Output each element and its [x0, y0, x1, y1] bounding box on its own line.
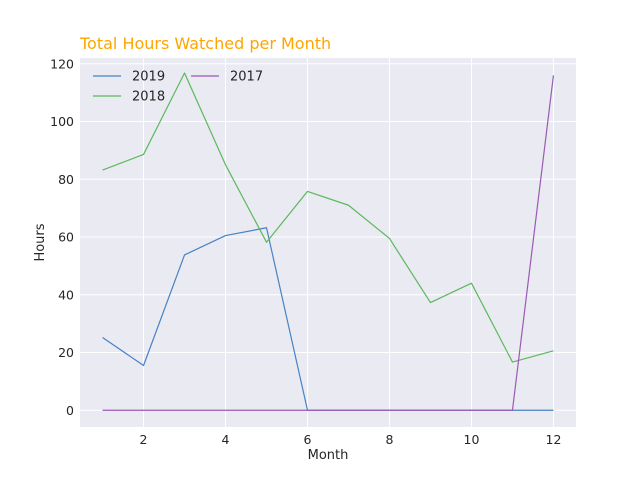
plot-background [80, 58, 576, 427]
legend-label-2018: 2018 [132, 90, 165, 105]
y-tick-label: 20 [58, 345, 74, 360]
x-tick-label: 8 [386, 432, 394, 447]
y-tick-label: 100 [50, 114, 74, 129]
y-axis-label: Hours [33, 223, 48, 261]
x-axis-label: Month [308, 448, 349, 463]
chart-title: Total Hours Watched per Month [79, 34, 331, 53]
grid-lines [80, 58, 576, 427]
y-tick-label: 80 [58, 172, 74, 187]
y-tick-label: 40 [58, 287, 74, 302]
x-tick-labels: 2 4 6 8 10 12 [140, 432, 562, 447]
legend-label-2017: 2017 [230, 70, 263, 85]
y-tick-label: 0 [66, 403, 74, 418]
x-tick-label: 4 [222, 432, 230, 447]
y-tick-label: 120 [50, 56, 74, 71]
x-tick-label: 10 [464, 432, 480, 447]
legend: 2019 2018 2017 [93, 70, 263, 105]
legend-label-2019: 2019 [132, 70, 165, 85]
series-layer [102, 72, 555, 411]
series-line-2017 [102, 75, 555, 411]
x-tick-label: 12 [546, 432, 562, 447]
y-tick-label: 60 [58, 230, 74, 245]
series-line-2018 [102, 72, 554, 363]
x-tick-label: 6 [304, 432, 312, 447]
y-tick-labels: 0 20 40 60 80 100 120 [50, 56, 74, 417]
x-tick-label: 2 [140, 432, 148, 447]
